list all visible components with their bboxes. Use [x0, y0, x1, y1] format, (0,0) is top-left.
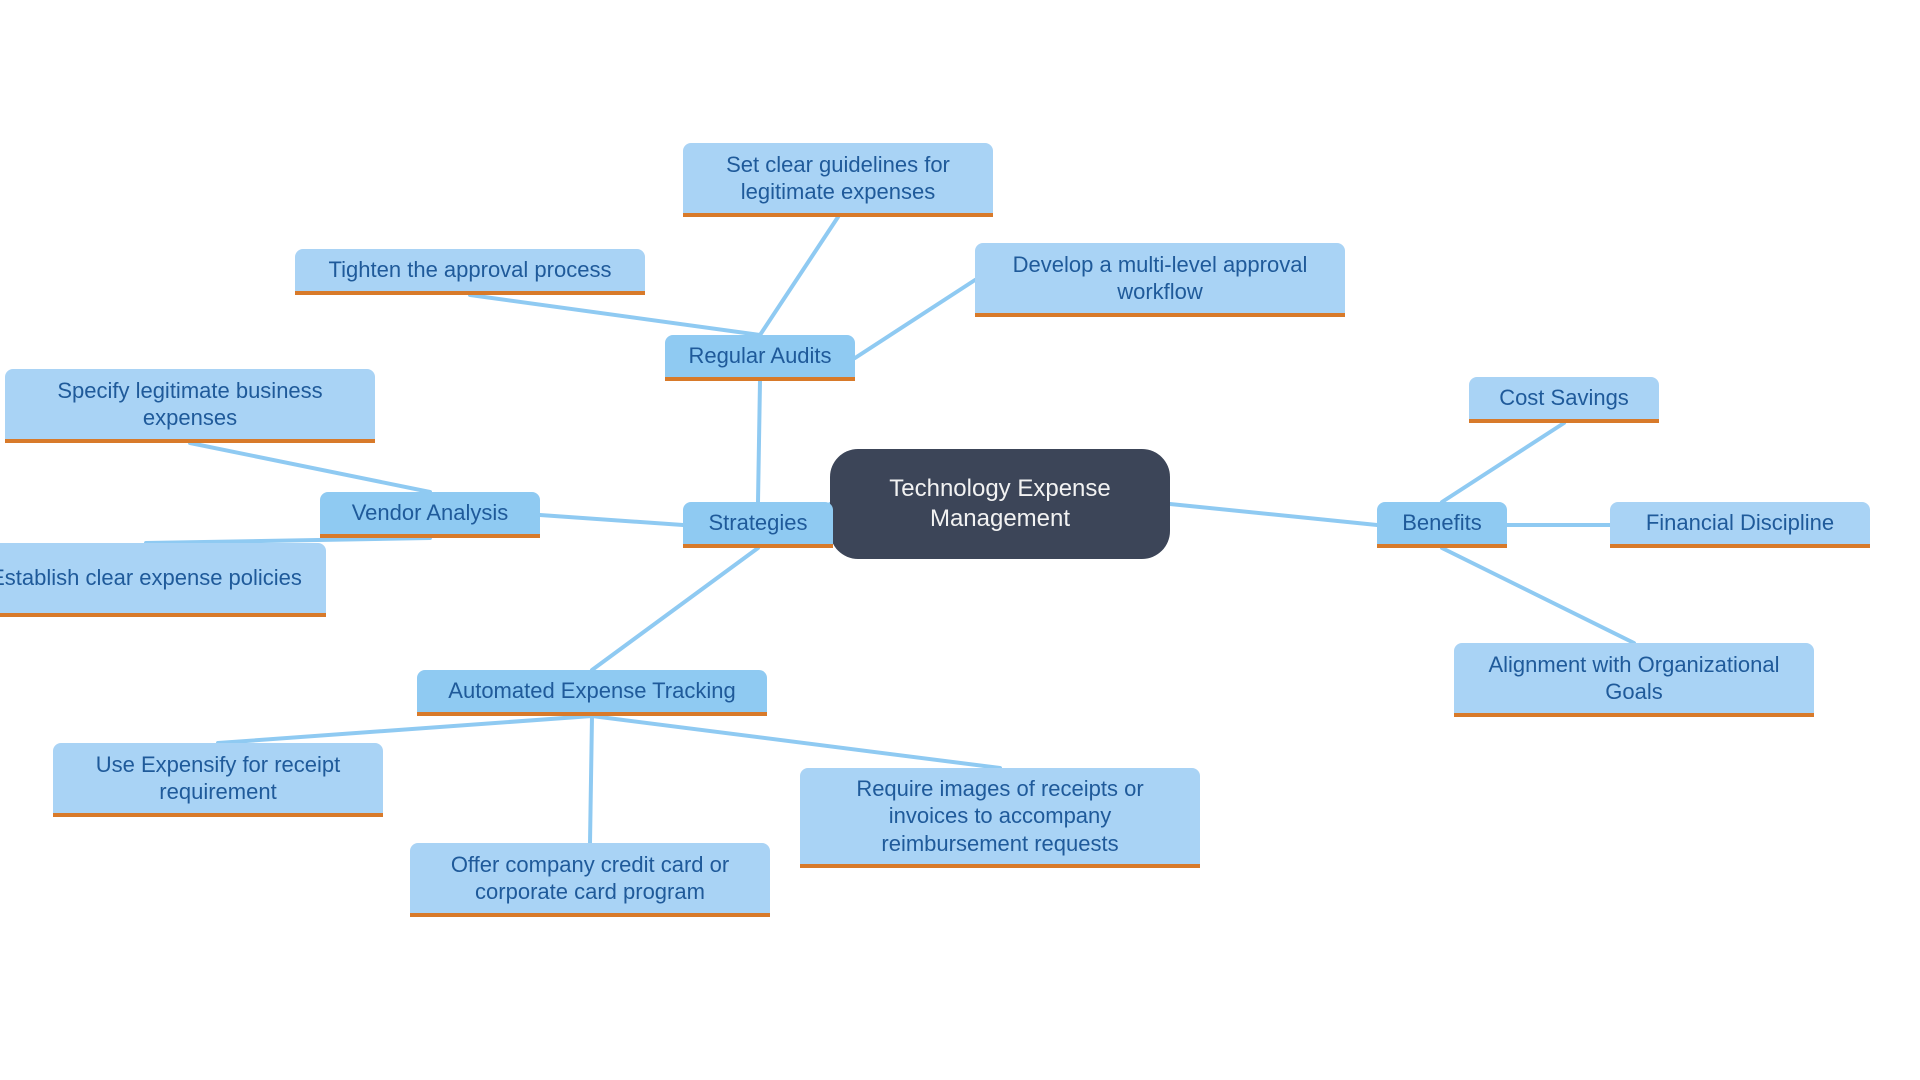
node-vendor: Vendor Analysis — [320, 492, 540, 538]
node-multilevel: Develop a multi-level approval workflow — [975, 243, 1345, 317]
node-alignment: Alignment with Organizational Goals — [1454, 643, 1814, 717]
node-audits: Regular Audits — [665, 335, 855, 381]
node-guidelines: Set clear guidelines for legitimate expe… — [683, 143, 993, 217]
node-receipts: Require images of receipts or invoices t… — [800, 768, 1200, 868]
node-expensify: Use Expensify for receipt requirement — [53, 743, 383, 817]
node-discipline: Financial Discipline — [1610, 502, 1870, 548]
node-strategies: Strategies — [683, 502, 833, 548]
node-tighten: Tighten the approval process — [295, 249, 645, 295]
node-benefits: Benefits — [1377, 502, 1507, 548]
node-root: Technology Expense Management — [830, 449, 1170, 559]
node-specify: Specify legitimate business expenses — [5, 369, 375, 443]
node-policies: Establish clear expense policies — [0, 543, 326, 617]
node-creditcard: Offer company credit card or corporate c… — [410, 843, 770, 917]
mindmap-canvas: Technology Expense ManagementStrategies B… — [0, 0, 1920, 1080]
node-cost: Cost Savings — [1469, 377, 1659, 423]
node-automated: Automated Expense Tracking — [417, 670, 767, 716]
